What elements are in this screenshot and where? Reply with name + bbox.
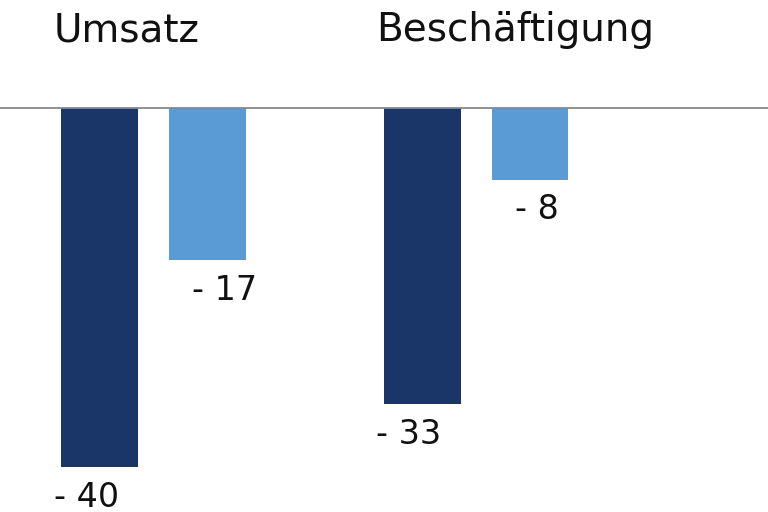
Text: Umsatz: Umsatz — [54, 11, 200, 49]
Bar — [169, 108, 246, 261]
Text: - 40: - 40 — [54, 481, 119, 512]
Text: - 8: - 8 — [515, 193, 558, 226]
Text: Beschäftigung: Beschäftigung — [376, 11, 654, 49]
Bar — [61, 108, 138, 467]
Bar — [492, 108, 568, 180]
Text: - 33: - 33 — [376, 418, 442, 451]
Bar — [384, 108, 461, 404]
Text: - 17: - 17 — [192, 274, 257, 307]
